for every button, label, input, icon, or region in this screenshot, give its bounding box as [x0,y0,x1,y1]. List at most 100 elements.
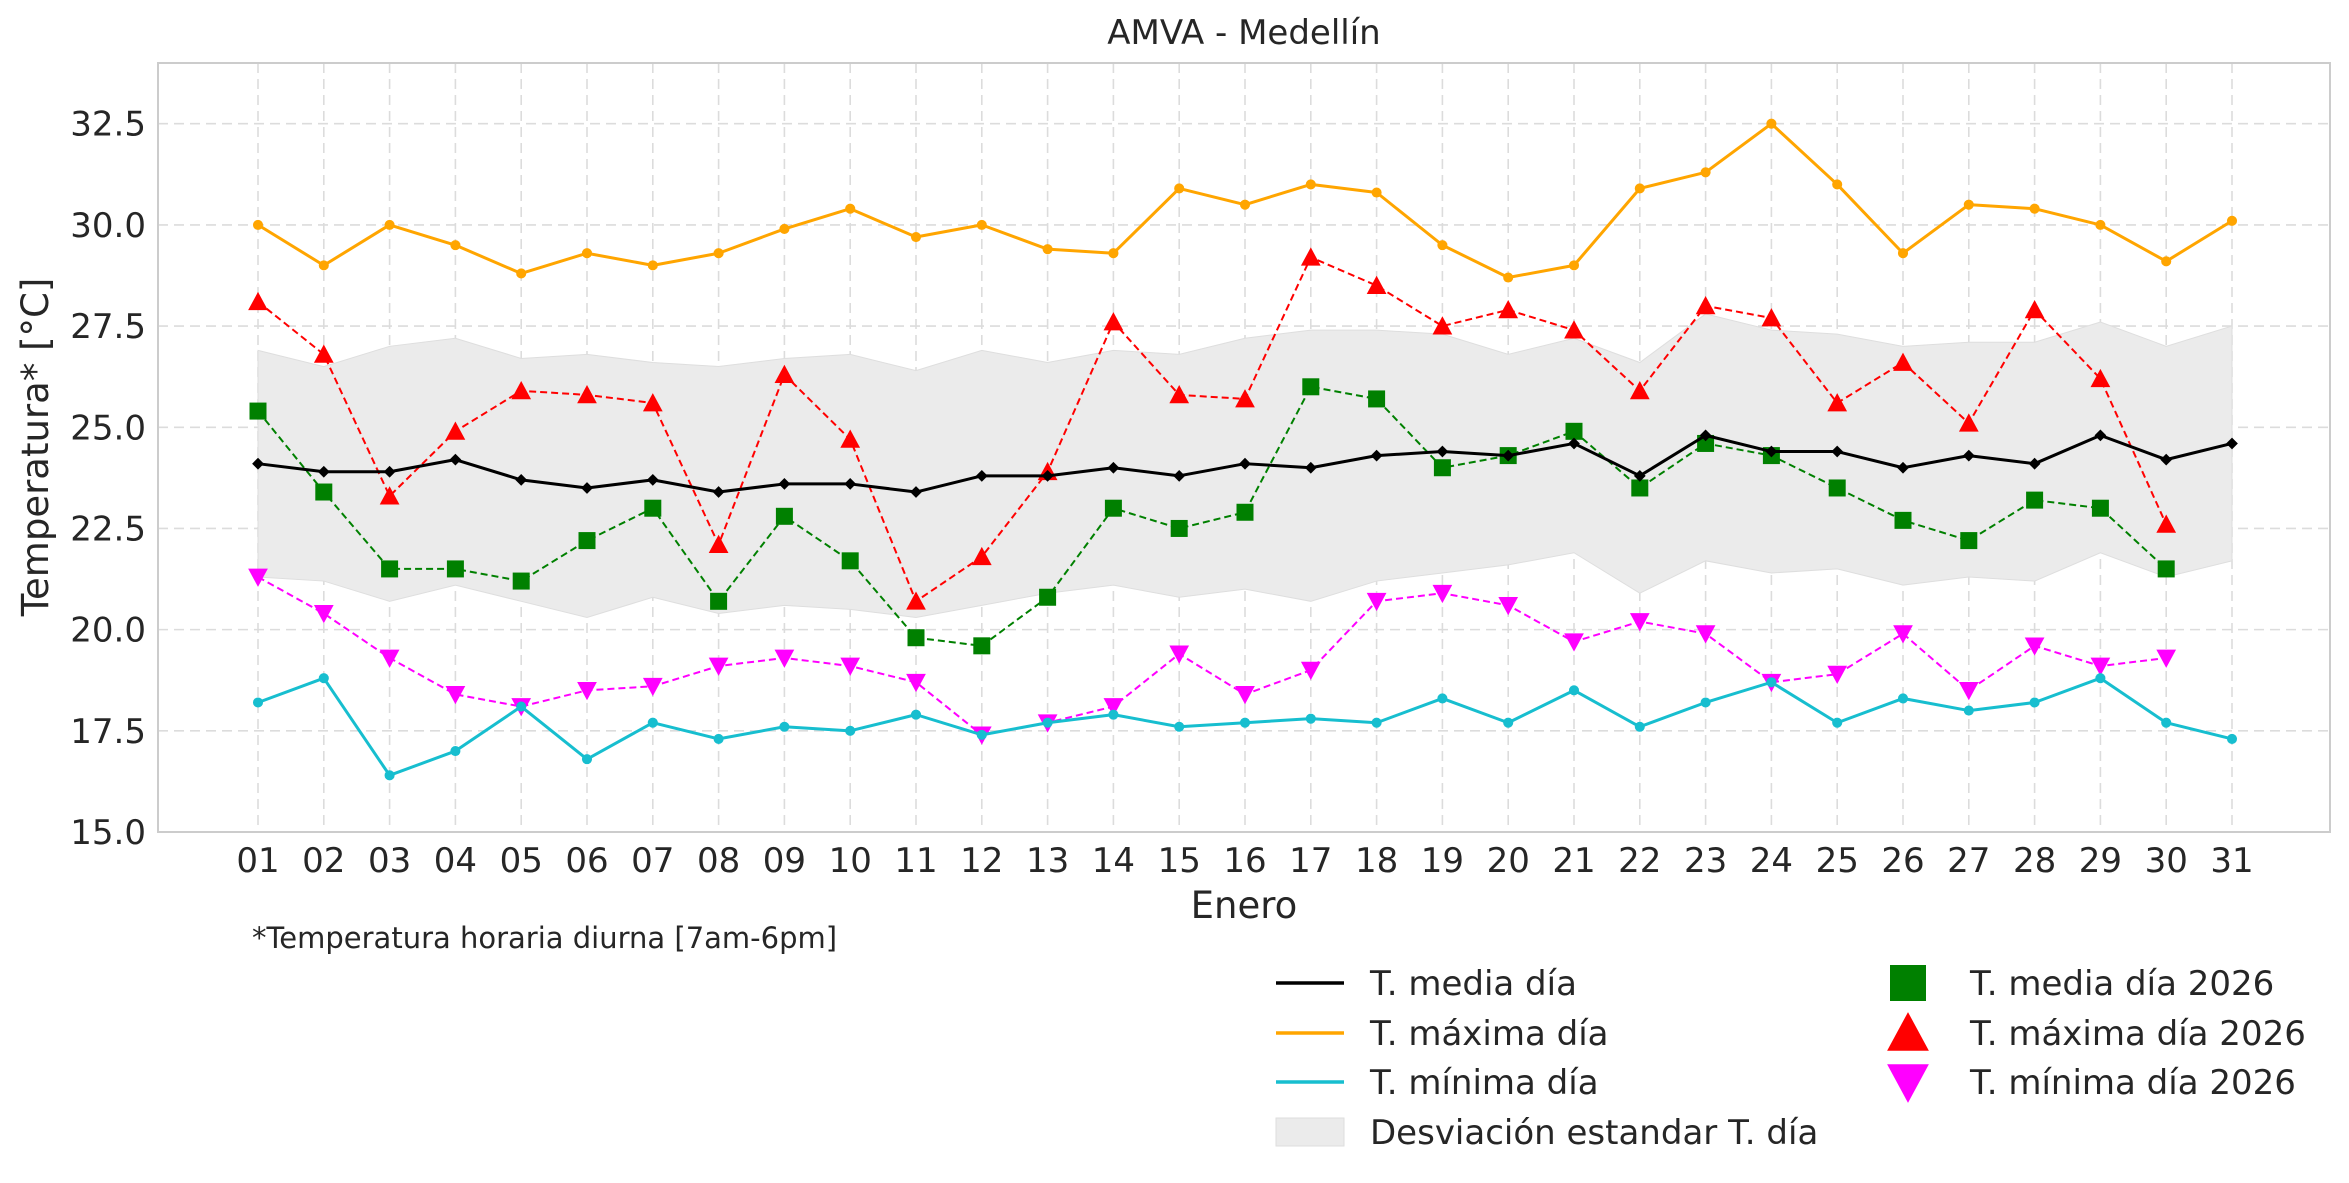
legend-item: T. mínima día [1276,1063,1599,1103]
data-point [1174,721,1185,732]
data-point [2026,491,2044,509]
data-point [1305,179,1316,190]
data-point [1239,717,1251,728]
data-point [313,605,334,624]
x-tick-label: 16 [1223,841,1266,881]
data-point [1503,717,1514,728]
data-point [774,649,795,668]
y-tick-label: 30.0 [70,206,146,246]
data-point [1433,459,1451,477]
x-tick-label: 02 [302,841,345,881]
x-tick-label: 25 [1816,841,1859,881]
data-point [2095,673,2106,684]
chart-title: AMVA - Medellín [1107,13,1380,53]
data-point [581,248,593,259]
data-point [844,478,857,490]
x-tick-label: 29 [2079,841,2122,881]
data-point [1827,665,1848,685]
data-point [252,697,264,708]
legend-swatch [1275,1117,1345,1147]
data-point [1634,721,1645,732]
y-tick-label: 20.0 [70,611,146,651]
data-point [1503,272,1514,283]
x-tick-label: 28 [2013,841,2056,881]
legend-marker [1887,1064,1929,1103]
data-point [1827,393,1848,412]
data-point [1897,693,1909,704]
data-point [1963,705,1974,716]
data-point [1963,199,1974,210]
data-point [1042,717,1053,728]
data-point [1174,183,1185,194]
data-point [1368,390,1386,408]
data-point [516,268,527,279]
data-point [1634,183,1645,194]
data-point [840,657,861,676]
data-point [1700,697,1711,708]
data-point [1173,469,1186,482]
data-point [1766,118,1777,129]
data-point [2226,215,2238,226]
data-point [642,393,663,412]
data-point [1498,596,1519,616]
data-point [318,260,329,271]
data-point [1371,187,1382,198]
data-point [1103,312,1124,331]
data-point [1699,429,1712,442]
data-point [249,402,267,420]
x-tick-label: 23 [1684,841,1727,881]
data-point [2161,717,2172,728]
data-point [2156,514,2177,533]
data-point [1960,532,1978,550]
data-point [1108,248,1119,259]
data-point [2095,219,2106,230]
legend-label: T. máxima día 2026 [1969,1014,2306,1054]
data-point [383,465,396,478]
data-point [2090,368,2111,388]
data-point [1568,685,1580,696]
legend-item: Desviación estandar T. día [1275,1113,1818,1153]
data-point [1235,686,1255,705]
data-point [248,291,268,311]
data-point [2226,437,2238,450]
data-point [1629,380,1650,400]
data-point [1169,645,1190,664]
data-point [1041,469,1054,482]
data-point [511,380,532,400]
data-point [1765,445,1778,458]
data-point [1239,457,1251,470]
y-tick-label: 25.0 [70,408,146,448]
data-point [1568,437,1580,450]
y-axis-ticks: 15.0 17.5 20.0 22.5 25.0 27.5 30.0 32.5 [70,105,146,853]
data-point [1370,449,1383,462]
data-point [516,701,527,712]
data-point [1039,588,1057,606]
legend-item: T. media día 2026 [1890,964,2274,1004]
data-point [581,754,593,765]
x-tick-label: 08 [697,841,740,881]
data-point [1103,698,1124,717]
data-point [1437,240,1448,251]
x-tick-label: 26 [1881,841,1924,881]
data-point [1169,385,1190,404]
data-point [252,457,264,470]
data-point [379,649,400,668]
data-point [779,721,790,732]
data-point [578,532,596,550]
legend-item: T. mínima día 2026 [1887,1063,2296,1103]
data-point [449,453,462,466]
data-point [647,717,658,728]
data-point [445,421,466,440]
series-line [257,576,2167,736]
data-point [1170,519,1188,537]
data-point [318,673,329,684]
data-point [450,240,461,251]
x-tick-label: 30 [2145,841,2188,881]
data-point [1300,661,1321,680]
data-point [1958,681,1979,701]
footnote: *Temperatura horaria diurna [7am-6pm] [252,921,837,955]
data-point [1894,511,1912,529]
x-tick-label: 10 [829,841,872,881]
data-point [248,568,268,587]
